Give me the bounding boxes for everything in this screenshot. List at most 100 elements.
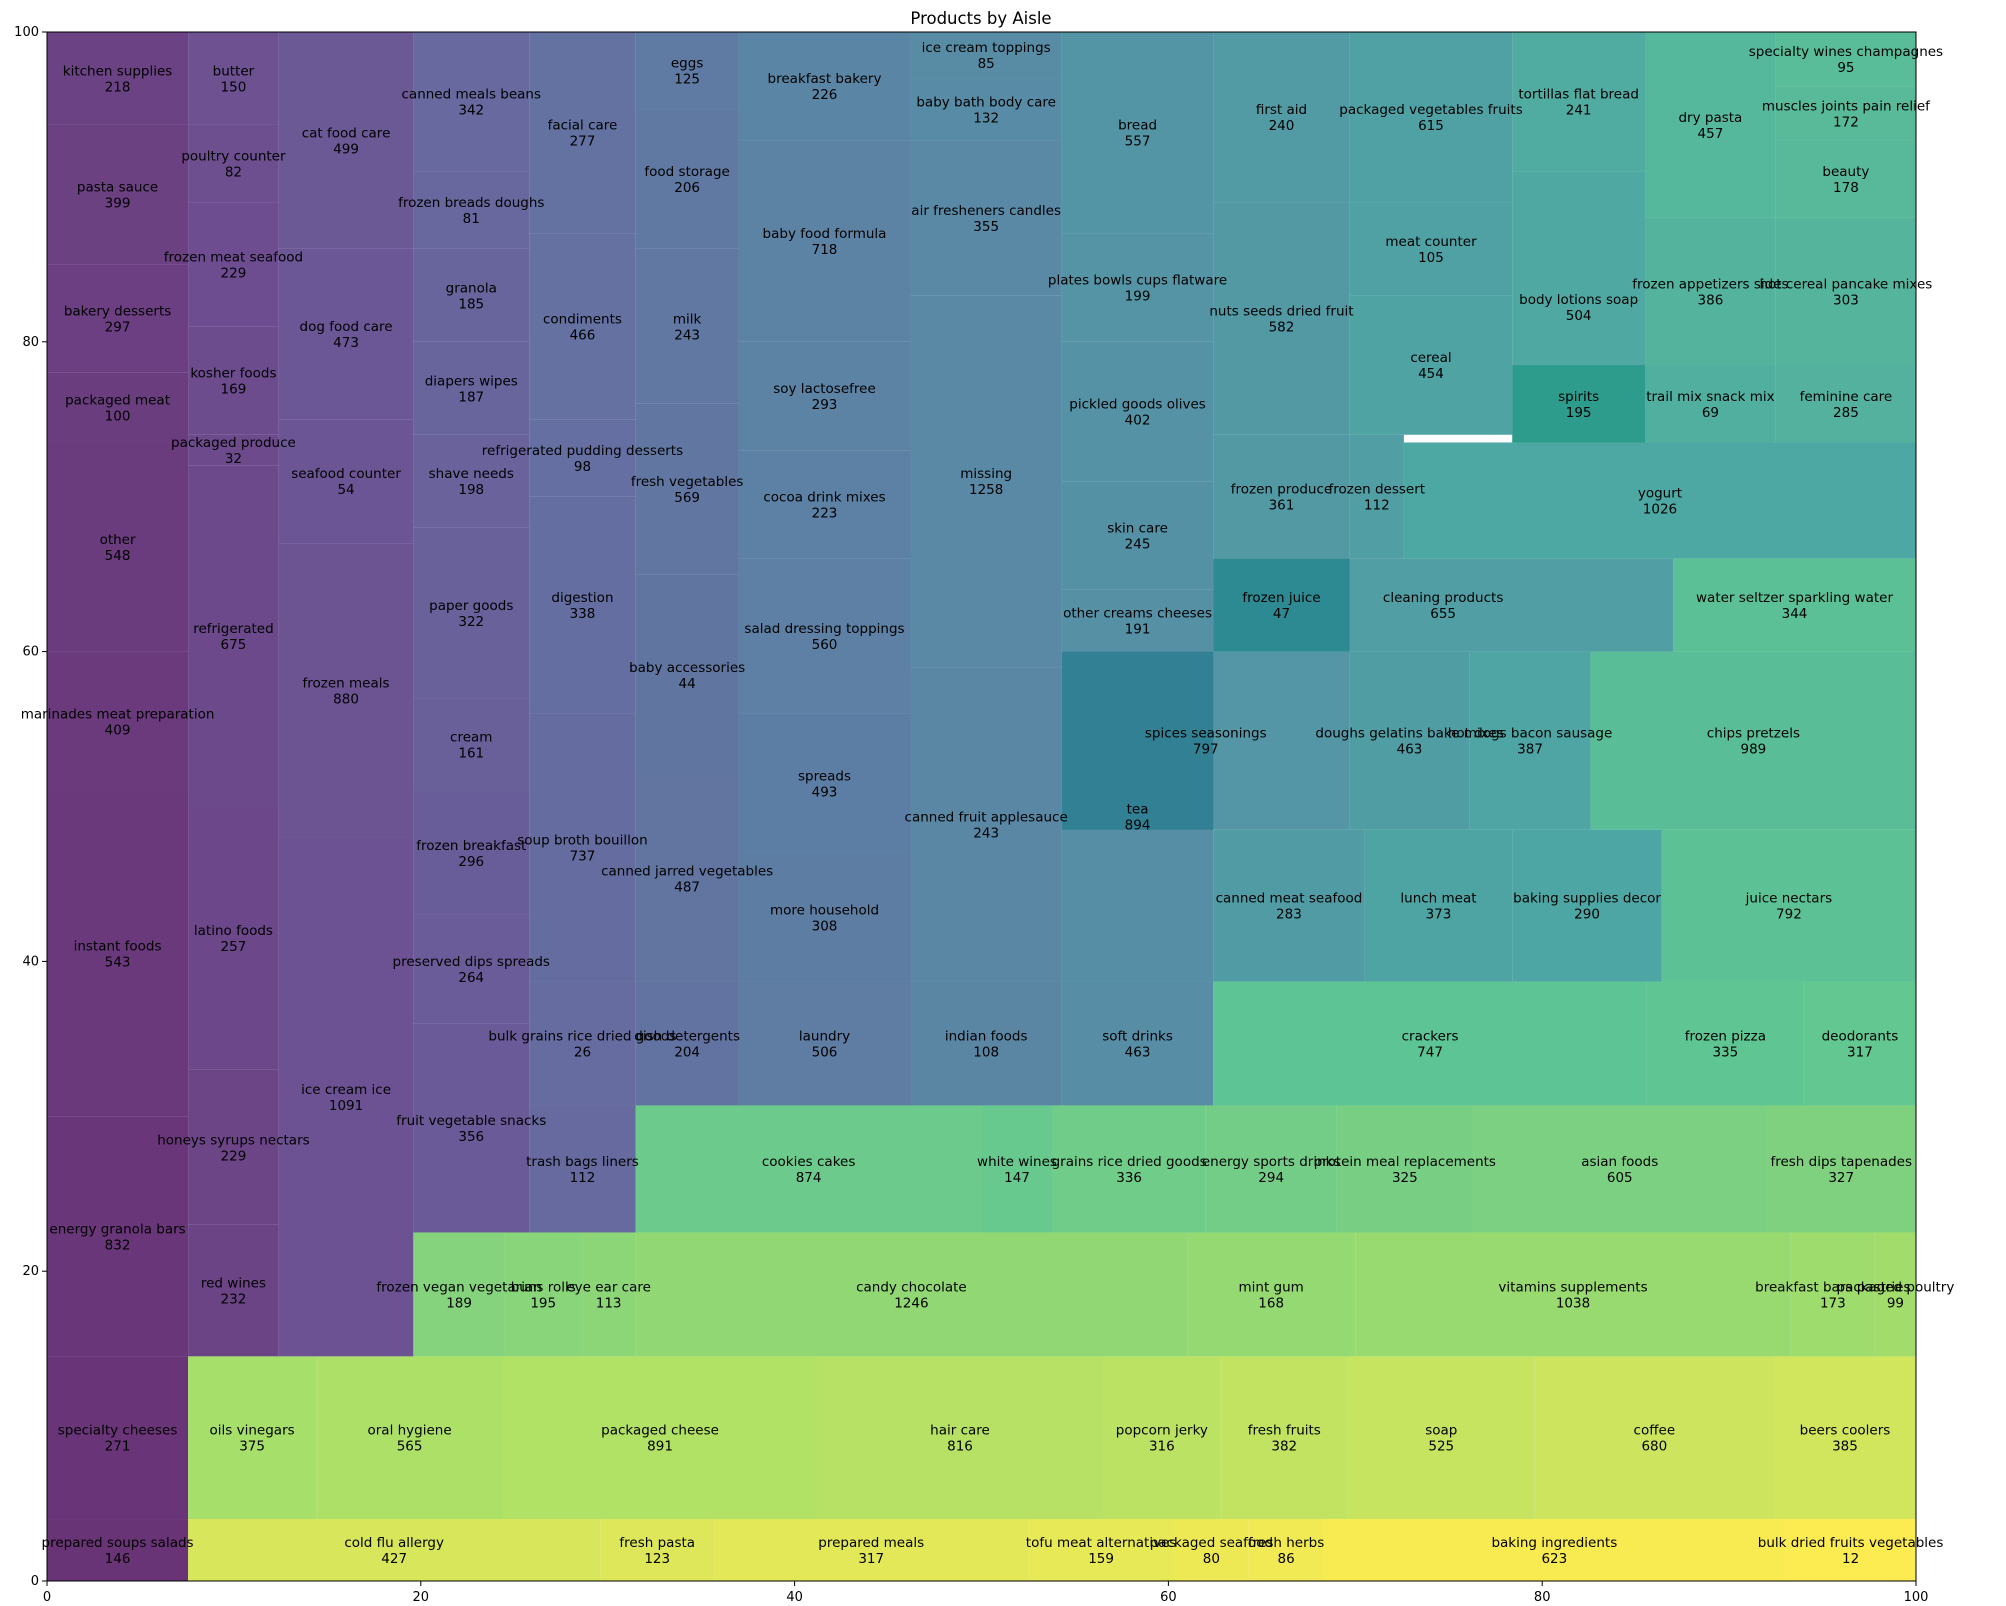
- cell-value: 297: [105, 320, 131, 336]
- treemap-cell: [1213, 981, 1647, 1106]
- cell-label: dry pasta: [1678, 110, 1742, 126]
- cell-label: deodorants: [1822, 1028, 1899, 1044]
- cell-value: 880: [333, 691, 359, 707]
- treemap-cell: [47, 791, 189, 1117]
- treemap-cell: [1061, 651, 1350, 830]
- cell-label: salad dressing toppings: [744, 621, 904, 637]
- cell-value: 296: [458, 854, 484, 870]
- cell-label: mint gum: [1239, 1279, 1304, 1295]
- cell-value: 386: [1698, 292, 1724, 308]
- cell-label: fresh dips tapenades: [1770, 1154, 1912, 1170]
- cell-label: white wines: [977, 1154, 1057, 1170]
- cell-value: 195: [530, 1295, 556, 1311]
- treemap-cell: [738, 341, 911, 451]
- y-tick-label: 40: [22, 954, 39, 969]
- cell-value: 891: [647, 1439, 673, 1455]
- cell-label: seafood counter: [291, 466, 401, 482]
- treemap-cell: [1052, 1105, 1206, 1233]
- cell-label: chips pretzels: [1707, 726, 1800, 742]
- treemap-cell: [1512, 32, 1645, 172]
- treemap-cell: [1061, 589, 1214, 652]
- cell-value: 206: [674, 180, 700, 196]
- cell-value: 80: [1203, 1551, 1220, 1567]
- cell-value: 473: [333, 335, 359, 351]
- y-tick-label: 60: [22, 645, 39, 660]
- cell-label: meat counter: [1385, 234, 1477, 250]
- cell-label: other: [100, 532, 136, 548]
- treemap-cell: [1336, 1105, 1474, 1233]
- cell-value: 277: [570, 134, 596, 150]
- treemap-cell: [738, 981, 911, 1106]
- treemap-cell: [1775, 32, 1916, 87]
- cell-value: 168: [1258, 1295, 1284, 1311]
- treemap-cell: [1349, 295, 1513, 435]
- treemap-cell: [47, 372, 189, 443]
- treemap-cell: [738, 713, 911, 853]
- treemap-cell: [1661, 829, 1916, 982]
- treemap-cell: [635, 403, 739, 575]
- cell-label: vitamins supplements: [1498, 1279, 1647, 1295]
- treemap-cell: [413, 1232, 505, 1357]
- cell-label: energy sports drinks: [1202, 1154, 1341, 1170]
- cell-value: 548: [105, 548, 131, 564]
- cell-label: body lotions soap: [1519, 292, 1638, 308]
- cell-label: baby accessories: [629, 660, 745, 676]
- y-tick-label: 0: [31, 1574, 39, 1589]
- treemap-cell: [529, 496, 636, 714]
- treemap-cell: [1646, 981, 1804, 1106]
- treemap-cell: [47, 124, 189, 265]
- treemap-cell: [1534, 1356, 1774, 1520]
- treemap-cell: [1213, 829, 1365, 982]
- cell-label: paper goods: [429, 598, 513, 614]
- cell-value: 454: [1418, 366, 1444, 382]
- cell-value: 655: [1430, 606, 1456, 622]
- cell-label: soap: [1425, 1423, 1457, 1439]
- treemap-cell: [635, 1232, 1188, 1357]
- cell-label: soy lactosefree: [773, 381, 876, 397]
- x-tick-label: 0: [43, 1590, 51, 1605]
- cell-label: fresh vegetables: [631, 474, 744, 490]
- treemap-cell: [1766, 1105, 1916, 1233]
- cell-label: ice cream toppings: [922, 40, 1051, 56]
- cell-value: 342: [458, 103, 484, 119]
- cell-value: 582: [1269, 320, 1295, 336]
- cell-value: 178: [1833, 180, 1859, 196]
- cell-label: frozen meals: [303, 675, 390, 691]
- cell-value: 336: [1116, 1170, 1142, 1186]
- cell-label: dish detergents: [634, 1028, 740, 1044]
- cell-label: doughs gelatins bake mixes: [1315, 726, 1503, 742]
- treemap-cell: [529, 981, 636, 1106]
- cell-value: 294: [1258, 1170, 1284, 1186]
- cell-label: baking ingredients: [1491, 1535, 1617, 1551]
- cell-label: shave needs: [429, 466, 514, 482]
- cell-label: milk: [673, 311, 702, 327]
- cell-label: tea: [1127, 802, 1149, 818]
- treemap-cell: [910, 667, 1062, 982]
- cell-label: hair care: [930, 1423, 990, 1439]
- cell-value: 402: [1125, 413, 1151, 429]
- cell-value: 466: [570, 327, 596, 343]
- treemap-cell: [1775, 140, 1916, 218]
- treemap-cell: [1803, 981, 1916, 1106]
- treemap-cell: [1473, 1105, 1767, 1233]
- y-tick-label: 100: [14, 25, 39, 40]
- cell-label: honeys syrups nectars: [157, 1132, 309, 1148]
- cell-label: baby bath body care: [916, 94, 1056, 110]
- cell-label: baby food formula: [763, 226, 887, 242]
- treemap-cell: [529, 1105, 636, 1233]
- cell-label: beers coolers: [1800, 1423, 1891, 1439]
- chart-title: Products by Aisle: [910, 9, 1051, 28]
- cell-value: 161: [458, 746, 484, 762]
- treemap-cell: [738, 852, 911, 982]
- treemap-cell: [278, 543, 414, 838]
- treemap-cell: [1061, 233, 1214, 342]
- cell-value: 100: [105, 409, 131, 425]
- treemap-cell: [1512, 829, 1662, 982]
- treemap-cell: [1061, 32, 1214, 234]
- cell-label: ice cream ice: [301, 1082, 391, 1098]
- treemap-cell: [413, 341, 530, 435]
- treemap-cell: [1220, 1356, 1348, 1520]
- treemap-cell: [1213, 558, 1674, 652]
